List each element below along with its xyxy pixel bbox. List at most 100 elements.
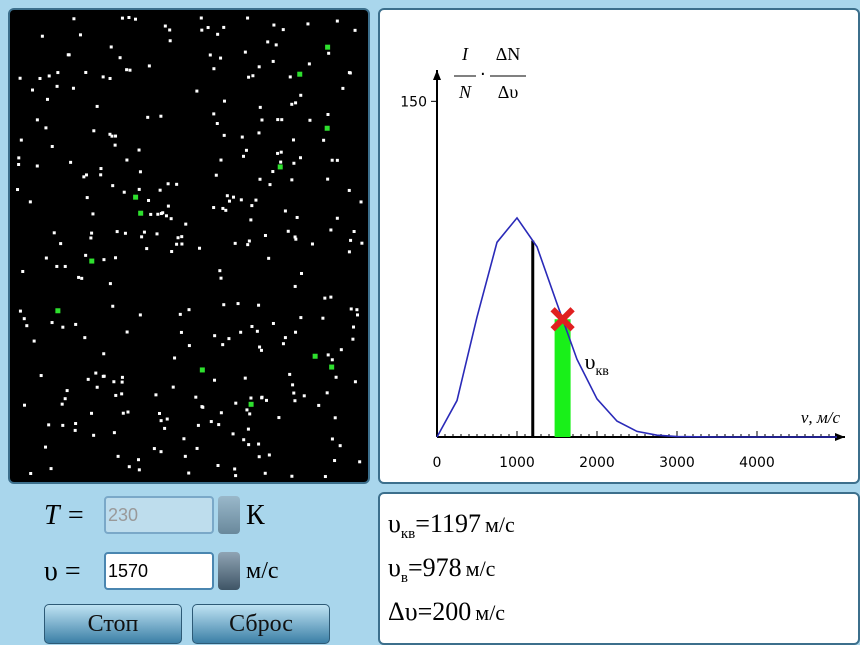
particle bbox=[323, 475, 327, 479]
particle bbox=[234, 474, 238, 478]
particle bbox=[355, 308, 359, 312]
particle bbox=[123, 231, 127, 235]
particle bbox=[281, 342, 285, 346]
particle bbox=[32, 339, 36, 343]
particle bbox=[63, 397, 67, 401]
particle bbox=[95, 385, 99, 389]
particle bbox=[219, 158, 223, 162]
speed-input[interactable] bbox=[104, 552, 214, 590]
particle bbox=[44, 445, 48, 449]
particle bbox=[293, 399, 297, 403]
particle bbox=[165, 417, 169, 421]
x-label: ν, м/с bbox=[801, 408, 841, 427]
particle bbox=[63, 264, 67, 268]
particle bbox=[225, 194, 229, 198]
unit: м/с bbox=[484, 512, 515, 537]
particle bbox=[212, 112, 216, 116]
y-label: Δυ bbox=[498, 82, 519, 102]
spinner[interactable] bbox=[218, 496, 240, 534]
particle bbox=[349, 307, 353, 311]
particle bbox=[335, 19, 339, 23]
particle bbox=[195, 446, 199, 450]
particle bbox=[163, 426, 167, 430]
particle bbox=[112, 380, 116, 384]
reset-button[interactable]: Сброс bbox=[192, 604, 330, 644]
particle bbox=[86, 377, 90, 381]
particle bbox=[353, 380, 357, 384]
unit: м/с bbox=[246, 558, 279, 584]
particle bbox=[260, 118, 264, 122]
particle bbox=[219, 56, 223, 60]
x-arrow bbox=[835, 433, 845, 441]
particle bbox=[147, 198, 151, 202]
particle-marked bbox=[312, 353, 318, 359]
particle bbox=[267, 256, 271, 260]
particle bbox=[352, 230, 356, 234]
particle bbox=[288, 75, 292, 79]
particle bbox=[326, 353, 330, 357]
particle bbox=[283, 336, 287, 340]
readouts: υкв=1197 м/с υв=978 м/с Δυ=200 м/с bbox=[378, 492, 860, 645]
particle bbox=[339, 348, 343, 352]
particle bbox=[329, 295, 333, 299]
particle bbox=[236, 302, 240, 306]
particles bbox=[16, 16, 364, 479]
particle bbox=[292, 391, 296, 395]
particle bbox=[156, 212, 160, 216]
particle bbox=[73, 428, 77, 432]
particle bbox=[214, 173, 218, 177]
speed-label: υ = bbox=[44, 556, 81, 587]
particle-marked bbox=[325, 44, 331, 50]
particle bbox=[277, 416, 281, 420]
particle bbox=[263, 471, 267, 475]
particle bbox=[299, 316, 303, 320]
subscript: в bbox=[400, 570, 408, 587]
temperature-row: T = bbox=[44, 500, 85, 532]
particle bbox=[323, 296, 327, 300]
value: 1197 bbox=[429, 509, 481, 538]
particle bbox=[138, 170, 142, 174]
particle bbox=[206, 26, 210, 30]
stop-button[interactable]: Стоп bbox=[44, 604, 182, 644]
particle bbox=[74, 422, 78, 426]
particle bbox=[279, 150, 283, 154]
particle bbox=[215, 121, 219, 125]
particle bbox=[299, 93, 303, 97]
particle bbox=[183, 454, 187, 458]
particle bbox=[108, 282, 112, 286]
particle bbox=[307, 62, 311, 66]
particle bbox=[89, 236, 93, 240]
particle bbox=[195, 89, 199, 93]
particle bbox=[175, 242, 179, 246]
particle bbox=[109, 45, 113, 49]
particle bbox=[276, 151, 280, 155]
particle bbox=[17, 162, 21, 166]
particle bbox=[84, 173, 88, 177]
particle bbox=[111, 304, 115, 308]
unit: м/с bbox=[465, 556, 496, 581]
y-arrow bbox=[433, 70, 441, 80]
particle bbox=[293, 235, 297, 239]
label: T = bbox=[44, 500, 85, 531]
particle bbox=[290, 474, 294, 478]
particle bbox=[351, 337, 355, 341]
particle bbox=[243, 50, 247, 54]
curve-label: υкв bbox=[585, 349, 610, 379]
particle bbox=[244, 148, 248, 152]
chart-panel: 0 1000 2000 3000 4000 150 I N ΔN Δυ · ν, м/с υкв bbox=[378, 8, 860, 484]
particle bbox=[56, 71, 60, 75]
particle bbox=[260, 395, 264, 399]
particle bbox=[231, 432, 235, 436]
particle bbox=[222, 133, 226, 137]
symbol: Δυ bbox=[388, 597, 418, 626]
particle bbox=[74, 322, 78, 326]
particle bbox=[110, 134, 114, 138]
particle bbox=[44, 256, 48, 260]
particle bbox=[85, 196, 89, 200]
temperature-input[interactable] bbox=[104, 496, 214, 534]
particle bbox=[257, 442, 261, 446]
unit: м/с bbox=[475, 600, 506, 625]
particle bbox=[40, 34, 44, 38]
spinner[interactable] bbox=[218, 552, 240, 590]
particle bbox=[102, 352, 106, 356]
